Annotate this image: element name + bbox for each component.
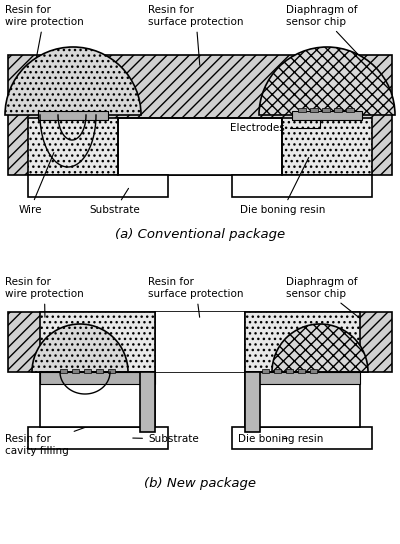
Text: Diaphragm of
sensor chip: Diaphragm of sensor chip bbox=[286, 277, 360, 318]
Bar bbox=[96, 369, 103, 373]
Wedge shape bbox=[5, 47, 141, 115]
Bar bbox=[72, 369, 79, 373]
Text: Wire: Wire bbox=[18, 152, 54, 215]
Bar bbox=[8, 312, 392, 372]
Bar bbox=[286, 369, 293, 373]
Bar bbox=[28, 427, 168, 449]
Text: Resin for
surface protection: Resin for surface protection bbox=[148, 5, 244, 65]
Text: (a) Conventional package: (a) Conventional package bbox=[115, 228, 285, 241]
Text: Diaphragm of
sensor chip: Diaphragm of sensor chip bbox=[286, 5, 366, 63]
Bar bbox=[334, 108, 342, 112]
Bar bbox=[310, 108, 318, 112]
Bar bbox=[274, 369, 281, 373]
Bar bbox=[310, 369, 317, 373]
Text: Substrate: Substrate bbox=[133, 434, 199, 444]
Wedge shape bbox=[272, 324, 368, 372]
Bar bbox=[298, 108, 306, 112]
Bar bbox=[28, 118, 118, 175]
Text: Die boning resin: Die boning resin bbox=[240, 157, 325, 215]
Bar bbox=[84, 369, 91, 373]
Wedge shape bbox=[32, 324, 128, 372]
Text: Substrate: Substrate bbox=[90, 188, 140, 215]
Bar bbox=[292, 111, 362, 120]
Bar bbox=[108, 369, 115, 373]
Bar bbox=[155, 312, 245, 372]
Text: Resin for
surface protection: Resin for surface protection bbox=[148, 277, 244, 317]
Bar bbox=[60, 369, 67, 373]
Wedge shape bbox=[259, 47, 395, 115]
Bar bbox=[346, 108, 354, 112]
Text: Resin for
cavity filling: Resin for cavity filling bbox=[5, 423, 97, 456]
Bar bbox=[262, 369, 269, 373]
Bar bbox=[40, 312, 155, 372]
Bar bbox=[245, 372, 360, 427]
Bar bbox=[28, 175, 168, 197]
Text: Electrodes: Electrodes bbox=[230, 116, 322, 133]
Bar bbox=[282, 118, 372, 175]
Bar bbox=[40, 372, 155, 384]
Text: Resin for
wire protection: Resin for wire protection bbox=[5, 277, 84, 317]
Text: Resin for
wire protection: Resin for wire protection bbox=[5, 5, 84, 62]
Bar bbox=[245, 312, 360, 372]
Bar bbox=[245, 372, 260, 432]
Bar bbox=[298, 369, 305, 373]
Bar bbox=[322, 108, 330, 112]
Bar bbox=[140, 372, 155, 432]
Bar bbox=[232, 175, 372, 197]
Bar bbox=[118, 118, 282, 175]
Bar bbox=[8, 55, 392, 175]
Text: Die boning resin: Die boning resin bbox=[238, 434, 323, 444]
Bar bbox=[40, 372, 155, 427]
Bar bbox=[38, 111, 108, 120]
Text: (b) New package: (b) New package bbox=[144, 477, 256, 490]
Bar bbox=[232, 427, 372, 449]
Bar bbox=[245, 372, 360, 384]
